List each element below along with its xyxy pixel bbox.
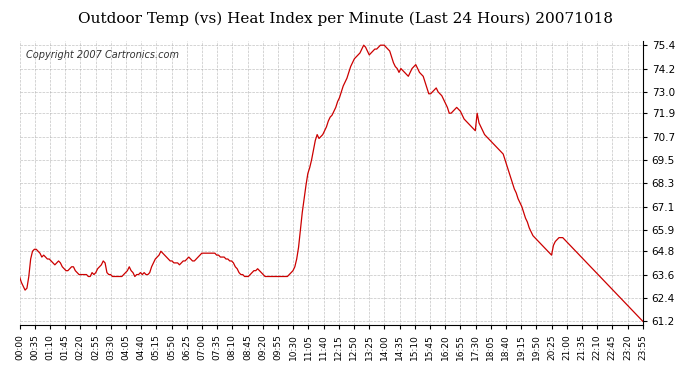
Text: Outdoor Temp (vs) Heat Index per Minute (Last 24 Hours) 20071018: Outdoor Temp (vs) Heat Index per Minute …	[77, 11, 613, 26]
Text: Copyright 2007 Cartronics.com: Copyright 2007 Cartronics.com	[26, 50, 179, 60]
